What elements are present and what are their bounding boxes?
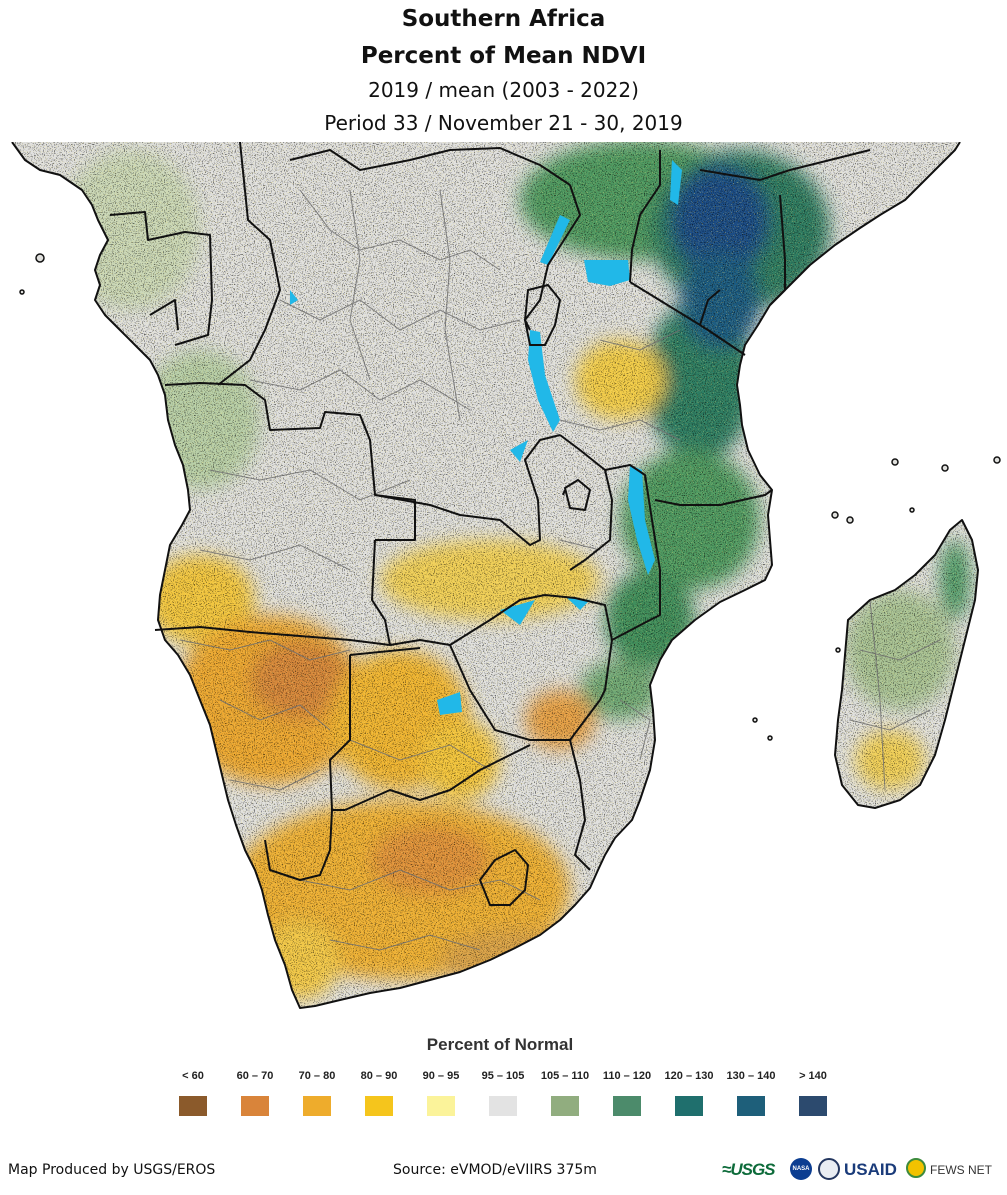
legend-item: 130 – 140 [721,1070,781,1116]
legend-item: 60 – 70 [225,1070,285,1116]
legend-label: 80 – 90 [360,1070,398,1082]
legend-item: 95 – 105 [473,1070,533,1116]
noaa-seal-icon [818,1158,840,1180]
map-date-period: Period 33 / November 21 - 30, 2019 [324,111,683,135]
map-subtitle: Percent of Mean NDVI [360,43,647,69]
map-title: Southern Africa [401,6,606,32]
lakes [290,160,682,715]
legend-title: Percent of Normal [426,1035,574,1054]
fews-net-logo: FEWS NET [930,1163,992,1177]
legend-label: 105 – 110 [540,1070,590,1082]
legend-swatch [737,1096,765,1116]
legend-swatch [303,1096,331,1116]
ndvi-raster [12,142,978,1008]
partner-logos: ≈USGS NASA USAID FEWS NET [722,1156,1002,1186]
legend-item: 70 – 80 [287,1070,347,1116]
legend-label: 95 – 105 [481,1070,525,1082]
lake-kariba [500,600,535,625]
ndvi-map [11,142,1001,1009]
legend-swatch [675,1096,703,1116]
legend-swatch [613,1096,641,1116]
lake-mweru [510,440,528,462]
nasa-logo: NASA [790,1158,812,1180]
legend-swatch [365,1096,393,1116]
legend-item: < 60 [163,1070,223,1116]
lake-albert [540,215,570,265]
legend-label: 90 – 95 [422,1070,460,1082]
admin-boundaries [179,189,941,951]
legend-swatch [799,1096,827,1116]
legend-item: 80 – 90 [349,1070,409,1116]
lake-malawi [628,465,655,575]
lake-victoria [584,260,630,286]
legend-item: 120 – 130 [659,1070,719,1116]
legend-item: 105 – 110 [535,1070,595,1116]
usgs-logo: ≈USGS [722,1160,776,1179]
legend-label: 120 – 130 [664,1070,714,1082]
legend-label: 60 – 70 [236,1070,274,1082]
usaid-logo: USAID [844,1160,897,1179]
legend-swatch [551,1096,579,1116]
legend-swatch [427,1096,455,1116]
lake-tanganyika [528,330,560,432]
lake-turkana [670,160,682,205]
country-borders [11,142,979,1009]
legend-label: 110 – 120 [602,1070,652,1082]
legend-item: 90 – 95 [411,1070,471,1116]
map-comparison-period: 2019 / mean (2003 - 2022) [368,78,639,102]
data-source: Source: eVMOD/eVIIRS 375m [393,1162,597,1178]
legend-label: < 60 [182,1070,204,1082]
legend-swatch [241,1096,269,1116]
islands [19,253,1001,741]
globe-icon [906,1158,926,1178]
legend-label: 70 – 80 [298,1070,336,1082]
legend-item: > 140 [783,1070,843,1116]
map-credit: Map Produced by USGS/EROS [8,1162,216,1178]
legend-label: 130 – 140 [726,1070,776,1082]
okavango [437,692,462,715]
legend-swatch [179,1096,207,1116]
legend-label: > 140 [799,1070,827,1082]
legend-item: 110 – 120 [597,1070,657,1116]
legend-swatch [489,1096,517,1116]
